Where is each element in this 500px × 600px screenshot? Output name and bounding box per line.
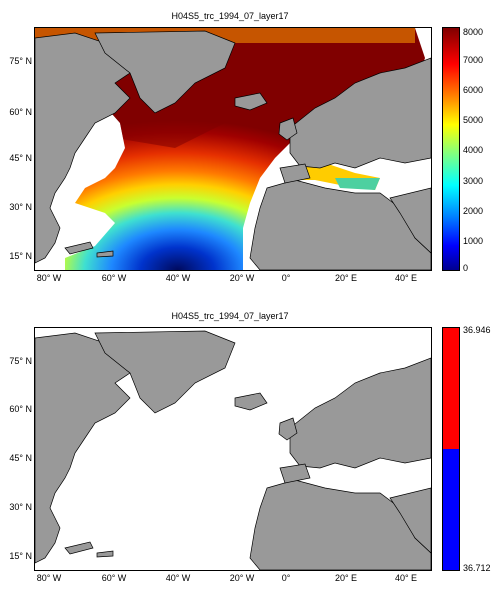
bottom-lat-label: 30° N [9, 502, 32, 512]
bottom-lat-label: 45° N [9, 453, 32, 463]
bottom-colorbar-min: 36.712 [463, 563, 491, 573]
top-lon-label: 40° E [394, 273, 418, 283]
top-map [34, 27, 432, 271]
bottom-lon-label: 60° W [101, 573, 127, 583]
top-colorbar-tick: 1000 [463, 236, 484, 246]
bottom-map-title: H04S5_trc_1994_07_layer17 [171, 311, 289, 321]
top-colorbar-tick: 6000 [463, 85, 484, 95]
top-colorbar-tick: 7000 [463, 55, 484, 65]
bottom-lon-label: 80° W [36, 573, 62, 583]
top-lat-label: 45° N [9, 153, 32, 163]
bottom-lat-label: 15° N [9, 551, 32, 561]
bottom-colorbar-red [443, 328, 459, 449]
bottom-colorbar-blue [443, 449, 459, 570]
top-lon-label: 40° W [165, 273, 191, 283]
bottom-lat-label: 60° N [9, 404, 32, 414]
bottom-lon-label: 20° W [229, 573, 255, 583]
bottom-lon-label: 40° E [394, 573, 418, 583]
top-lat-label: 75° N [9, 56, 32, 66]
top-colorbar-tick: 2000 [463, 206, 484, 216]
top-colorbar [442, 27, 460, 271]
top-lon-label: 20° E [334, 273, 358, 283]
bottom-lon-label: 0° [281, 573, 291, 583]
top-lon-label: 0° [281, 273, 291, 283]
top-lon-label: 60° W [101, 273, 127, 283]
top-map-title: H04S5_trc_1994_07_layer17 [171, 11, 289, 21]
bottom-lat-label: 75° N [9, 356, 32, 366]
bottom-map-canvas [35, 328, 431, 570]
bottom-map [34, 327, 432, 571]
bottom-lon-label: 40° W [165, 573, 191, 583]
top-colorbar-tick: 3000 [463, 176, 484, 186]
top-land [35, 30, 431, 270]
top-lat-label: 30° N [9, 202, 32, 212]
top-colorbar-tick: 0 [463, 263, 469, 273]
top-colorbar-tick: 5000 [463, 115, 484, 125]
top-lat-label: 60° N [9, 107, 32, 117]
bottom-colorbar-max: 36.946 [463, 325, 491, 335]
bottom-land [35, 330, 431, 570]
top-lon-label: 20° W [229, 273, 255, 283]
top-colorbar-tick: 4000 [463, 145, 484, 155]
top-lon-label: 80° W [36, 273, 62, 283]
top-map-canvas [35, 28, 431, 270]
top-lat-label: 15° N [9, 251, 32, 261]
top-colorbar-tick: 8000 [463, 27, 484, 37]
bottom-colorbar [442, 327, 460, 571]
bottom-lon-label: 20° E [334, 573, 358, 583]
